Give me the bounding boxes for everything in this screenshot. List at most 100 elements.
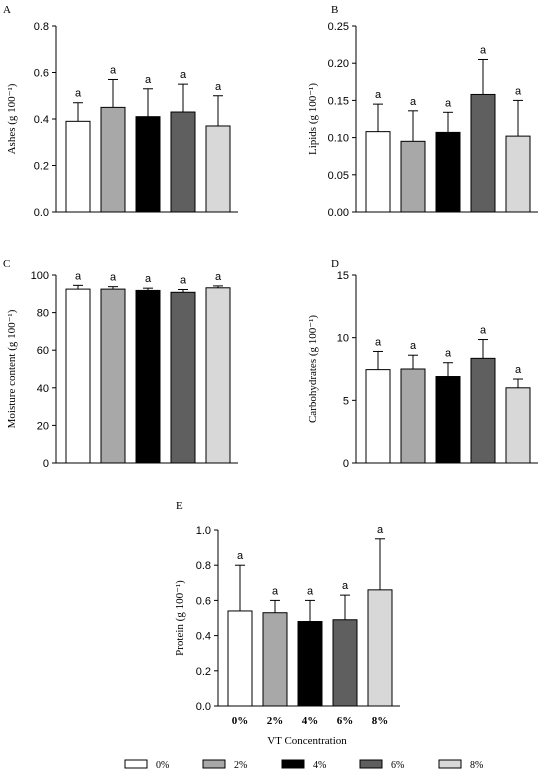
bar-8pct: [367, 589, 393, 707]
bar-2pct: [100, 288, 126, 464]
y-tick-label: 0.2: [196, 666, 211, 678]
bar-4pct: [435, 131, 461, 213]
panel-letter: C: [3, 258, 10, 270]
significance-letter: a: [215, 81, 222, 93]
legend-label: 8%: [470, 760, 483, 771]
bar-0pct: [365, 369, 391, 464]
bar-2pct: [400, 368, 426, 464]
bar-6pct: [470, 357, 496, 464]
y-tick-label: 0.8: [196, 560, 211, 572]
legend-swatch: [202, 759, 226, 769]
x-axis-title: VT Concentration: [267, 735, 347, 747]
bar-2pct: [400, 140, 426, 213]
significance-letter: a: [342, 580, 349, 592]
y-tick-label: 0.00: [328, 207, 349, 219]
y-tick-label: 5: [343, 395, 349, 407]
bar-6pct: [170, 291, 196, 464]
bar-6pct: [332, 619, 358, 707]
significance-letter: a: [480, 44, 487, 56]
legend-swatch: [281, 759, 305, 769]
y-tick-label: 0: [43, 458, 49, 470]
legend: 0% 2% 4% 6% 8%: [124, 759, 483, 771]
y-tick-label: 0.6: [196, 595, 211, 607]
legend-item-6pct: 6%: [359, 759, 404, 771]
legend-label: 6%: [391, 760, 404, 771]
panel-letter: E: [176, 500, 183, 512]
bar-4pct: [135, 289, 161, 464]
y-tick-label: 0.0: [196, 701, 211, 713]
significance-letter: a: [75, 270, 82, 282]
significance-letter: a: [272, 585, 279, 597]
y-tick-label: 0.20: [328, 58, 349, 70]
legend-item-0pct: 0%: [124, 759, 169, 771]
y-tick-label: 0.6: [34, 68, 49, 80]
significance-letter: a: [307, 585, 314, 597]
bar-8pct: [205, 125, 231, 213]
legend-label: 4%: [313, 760, 326, 771]
significance-letter: a: [215, 271, 222, 283]
panel-a: A Ashes (g 100⁻¹) 0.0 0.2 0.4 0.6 0.8 a a a a a: [3, 4, 238, 219]
significance-letter: a: [110, 64, 117, 76]
panel-c: C Moisture content (g 100⁻¹) 0 20 40 60 80 100 a…: [3, 258, 238, 470]
bar-8pct: [505, 135, 531, 213]
legend-item-2pct: 2%: [202, 759, 247, 771]
legend-item-8pct: 8%: [438, 759, 483, 771]
panel-d: D Carbohydrates (g 100⁻¹) 0 5 10 15 a a a a a: [307, 258, 538, 470]
significance-letter: a: [375, 336, 382, 348]
bar-4pct: [297, 621, 323, 707]
significance-letter: a: [145, 273, 152, 285]
bar-2pct: [100, 106, 126, 213]
significance-letter: a: [180, 274, 187, 286]
significance-letter: a: [75, 88, 82, 100]
y-tick-label: 0.10: [328, 133, 349, 145]
legend-item-4pct: 4%: [281, 759, 326, 771]
significance-letter: a: [410, 96, 417, 108]
y-axis-title: Carbohydrates (g 100⁻¹): [307, 315, 319, 423]
y-tick-label: 20: [37, 420, 49, 432]
y-tick-label: 60: [37, 345, 49, 357]
panels-layer: A Ashes (g 100⁻¹) 0.0 0.2 0.4 0.6 0.8 a a a a a B Lip…: [3, 4, 538, 727]
significance-letter: a: [515, 364, 522, 376]
significance-letter: a: [180, 69, 187, 81]
legend-swatch: [438, 759, 462, 769]
legend-label: 2%: [234, 760, 247, 771]
significance-letter: a: [237, 550, 244, 562]
bar-0pct: [65, 120, 91, 213]
y-tick-label: 1.0: [196, 525, 211, 537]
y-axis-title: Protein (g 100⁻¹): [174, 580, 186, 656]
y-axis-title: Lipids (g 100⁻¹): [307, 83, 319, 155]
x-tick-label: 8%: [372, 715, 389, 727]
y-tick-label: 100: [31, 270, 49, 282]
x-tick-label: 2%: [267, 715, 284, 727]
significance-letter: a: [110, 272, 117, 284]
y-tick-label: 0.8: [34, 21, 49, 33]
y-tick-label: 0: [343, 458, 349, 470]
x-tick-label: 0%: [232, 715, 249, 727]
y-tick-label: 0.15: [328, 95, 349, 107]
significance-letter: a: [515, 85, 522, 97]
panel-b: B Lipids (g 100⁻¹) 0.00 0.05 0.10 0.15 0.20 0.2…: [307, 4, 538, 219]
y-tick-label: 0.4: [196, 631, 211, 643]
bar-6pct: [170, 111, 196, 213]
x-tick-label: 4%: [302, 715, 319, 727]
y-axis-title: Ashes (g 100⁻¹): [6, 83, 18, 154]
x-tick-label: 6%: [337, 715, 354, 727]
bar-2pct: [262, 612, 288, 707]
significance-letter: a: [410, 340, 417, 352]
y-tick-label: 0.0: [34, 207, 49, 219]
significance-letter: a: [145, 74, 152, 86]
y-tick-label: 40: [37, 383, 49, 395]
significance-letter: a: [375, 89, 382, 101]
y-tick-label: 0.05: [328, 170, 349, 182]
significance-letter: a: [377, 524, 384, 536]
bar-0pct: [227, 610, 253, 707]
legend-swatch: [359, 759, 383, 769]
y-axis-title: Moisture content (g 100⁻¹): [6, 309, 18, 428]
significance-letter: a: [445, 97, 452, 109]
bar-4pct: [135, 116, 161, 213]
panel-letter: D: [331, 258, 339, 270]
panel-letter: B: [331, 4, 338, 16]
bar-6pct: [470, 93, 496, 213]
y-tick-label: 0.25: [328, 21, 349, 33]
